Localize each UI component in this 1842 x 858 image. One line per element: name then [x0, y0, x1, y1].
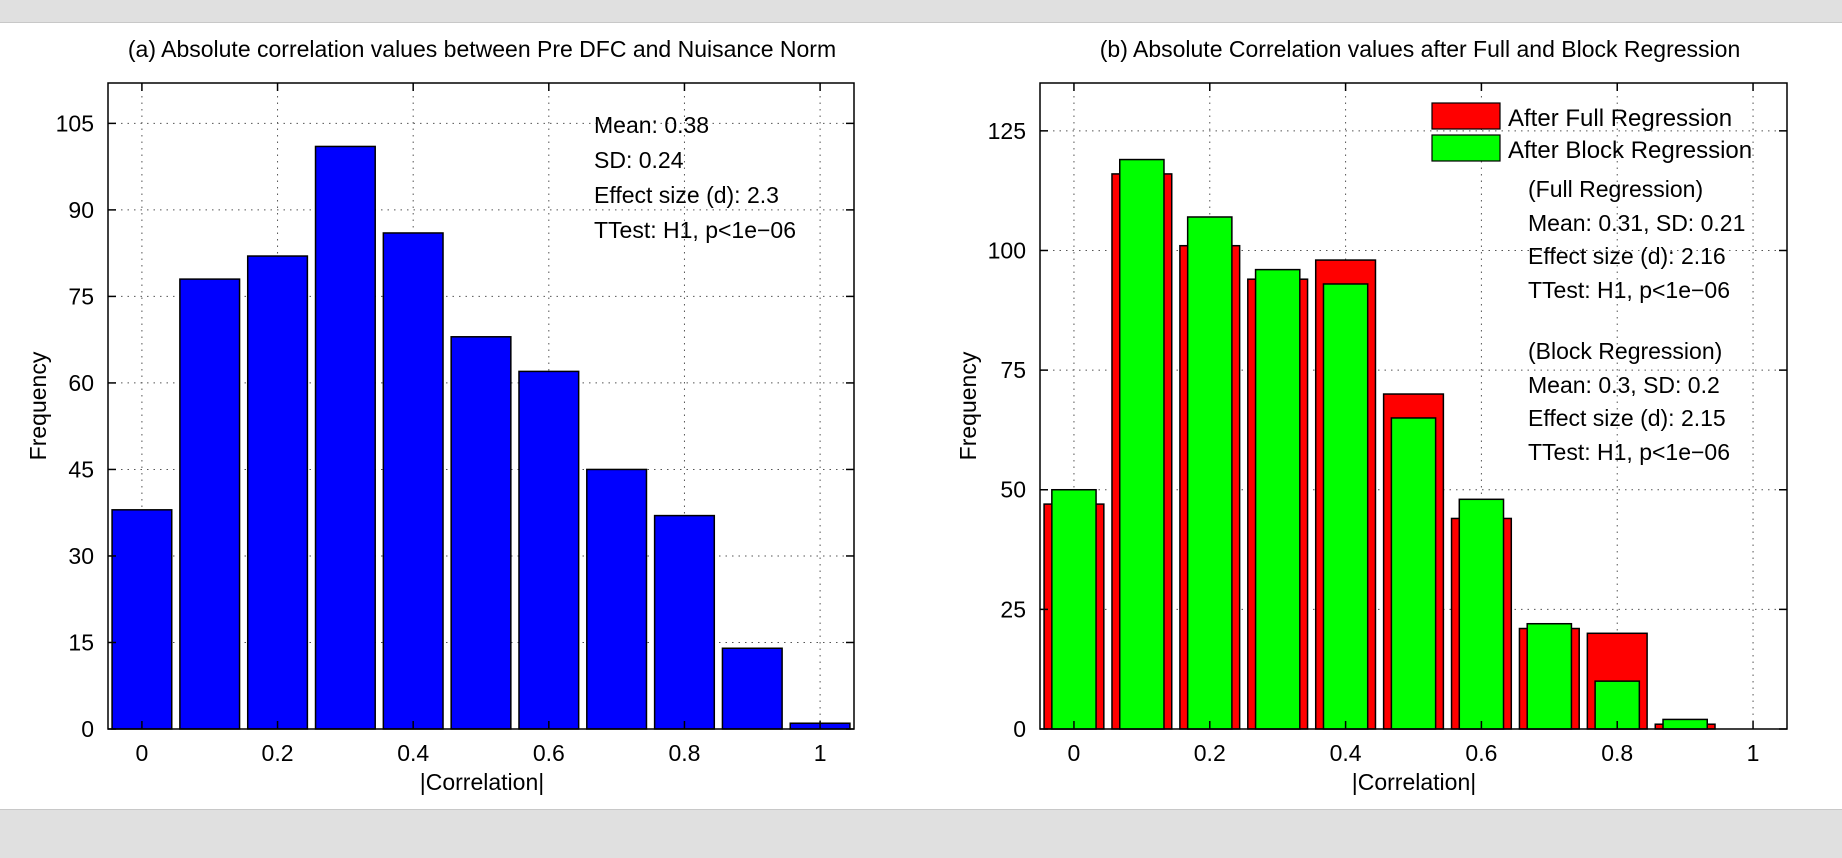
chart-b-bar-block-regression: [1254, 268, 1301, 730]
chart-a-bars: [111, 145, 851, 730]
chart-a-bar: [518, 370, 580, 730]
chart-a-ytick-label: 90: [68, 197, 94, 223]
chart-a-xtick-label: 0.2: [262, 740, 294, 766]
chart-a-axes-frame: [107, 82, 855, 730]
chart-a: (a) Absolute correlation values between …: [25, 36, 855, 795]
chart-a-ticks: 0 0.2 0.4 0.6 0.8 1 0 15 30 45 60 75 90 105: [56, 83, 854, 766]
chart-a-ytick-label: 0: [81, 716, 94, 742]
legend-label-block-regression: After Block Regression: [1508, 137, 1752, 164]
chart-a-ytick-label: 60: [68, 370, 94, 396]
chart-a-bar: [653, 514, 716, 730]
chart-b-title: (b) Absolute Correlation values after Fu…: [1100, 36, 1741, 62]
chart-b-xtick-label: 1: [1747, 740, 1760, 766]
chart-b-bar-block-regression: [1390, 417, 1437, 730]
chart-b-xtick-label: 0.6: [1465, 740, 1497, 766]
chart-b-bars: [1043, 158, 1716, 730]
chart-a-annotation-ttest: TTest: H1, p<1e−06: [594, 217, 796, 243]
chart-b-xtick-label: 0.8: [1601, 740, 1633, 766]
chart-a-bar: [314, 145, 376, 730]
chart-a-annotation-sd: SD: 0.24: [594, 147, 684, 173]
chart-b-ylabel: Frequency: [955, 351, 981, 460]
chart-b-annotation-full-mean-sd: Mean: 0.31, SD: 0.21: [1528, 210, 1745, 236]
chart-b-ticks: 0 0.2 0.4 0.6 0.8 1 0 25 50 75 100 125: [988, 83, 1787, 766]
legend-swatch-block-regression: [1431, 134, 1501, 162]
chart-b-ytick-label: 50: [1000, 477, 1026, 503]
chart-a-ylabel: Frequency: [25, 351, 51, 460]
chart-a-bar: [450, 336, 512, 730]
chart-b-bar-block-regression: [1186, 216, 1233, 730]
chart-b-annotation-block-mean-sd: Mean: 0.3, SD: 0.2: [1528, 372, 1720, 398]
chart-b-annotation-full-header: (Full Regression): [1528, 176, 1703, 202]
chart-a-bar: [111, 509, 173, 730]
chart-a-bar: [246, 255, 309, 730]
legend-label-full-regression: After Full Regression: [1508, 105, 1732, 132]
chart-b-bar-block-regression: [1322, 283, 1369, 730]
chart-a-ytick-label: 30: [68, 543, 94, 569]
legend-swatch-full-regression: [1431, 102, 1501, 130]
chart-a-ytick-label: 45: [68, 456, 94, 482]
chart-a-title: (a) Absolute correlation values between …: [128, 36, 836, 62]
chart-b-annotation-full-effect-size: Effect size (d): 2.16: [1528, 243, 1726, 269]
chart-a-ytick-label: 105: [56, 110, 94, 136]
chart-a-ytick-label: 75: [68, 283, 94, 309]
chart-b-bar-block-regression: [1051, 488, 1097, 730]
chart-a-annotation-effect-size: Effect size (d): 2.3: [594, 182, 779, 208]
chart-b-bar-block-regression: [1458, 498, 1505, 730]
chart-b-bar-block-regression: [1119, 158, 1165, 730]
chart-b-legend: After Full Regression After Block Regres…: [1431, 102, 1752, 164]
chart-b-bar-block-regression: [1594, 680, 1641, 730]
chart-b: (b) Absolute Correlation values after Fu…: [955, 36, 1788, 795]
chart-b-annotation-block-effect-size: Effect size (d): 2.15: [1528, 405, 1726, 431]
figure-panel: (a) Absolute correlation values between …: [0, 22, 1842, 810]
chart-b-ytick-label: 75: [1000, 357, 1026, 383]
chart-a-bar: [382, 232, 444, 730]
chart-b-xtick-label: 0.4: [1330, 740, 1362, 766]
chart-b-bar-block-regression: [1526, 622, 1573, 730]
chart-a-bar: [586, 468, 648, 730]
chart-a-xlabel: |Correlation|: [420, 769, 544, 795]
chart-a-bar: [179, 278, 241, 730]
chart-a-bar: [721, 647, 783, 730]
chart-a-annotations: Mean: 0.38 SD: 0.24 Effect size (d): 2.3…: [594, 112, 796, 243]
chart-b-ytick-label: 125: [988, 118, 1026, 144]
chart-b-annotation-full-ttest: TTest: H1, p<1e−06: [1528, 277, 1730, 303]
chart-a-annotation-mean: Mean: 0.38: [594, 112, 709, 138]
chart-b-annotation-block-ttest: TTest: H1, p<1e−06: [1528, 439, 1730, 465]
chart-b-xtick-label: 0.2: [1194, 740, 1226, 766]
chart-a-xtick-label: 0.4: [397, 740, 429, 766]
chart-b-ytick-label: 0: [1013, 716, 1026, 742]
chart-b-xtick-label: 0: [1068, 740, 1081, 766]
figure-canvas: (a) Absolute correlation values between …: [25, 36, 1788, 795]
chart-b-axes-frame: [1039, 82, 1788, 730]
chart-a-xtick-label: 0.8: [668, 740, 700, 766]
chart-b-bar-block-regression: [1662, 718, 1708, 730]
chart-b-annotation-block-header: (Block Regression): [1528, 338, 1722, 364]
chart-b-ytick-label: 100: [988, 237, 1026, 263]
chart-a-xtick-label: 1: [814, 740, 827, 766]
chart-b-ytick-label: 25: [1000, 596, 1026, 622]
chart-a-xtick-label: 0: [136, 740, 149, 766]
chart-b-xlabel: |Correlation|: [1352, 769, 1476, 795]
chart-b-annotations: (Full Regression) Mean: 0.31, SD: 0.21 E…: [1528, 176, 1745, 465]
chart-a-xtick-label: 0.6: [533, 740, 565, 766]
chart-a-ytick-label: 15: [68, 629, 94, 655]
